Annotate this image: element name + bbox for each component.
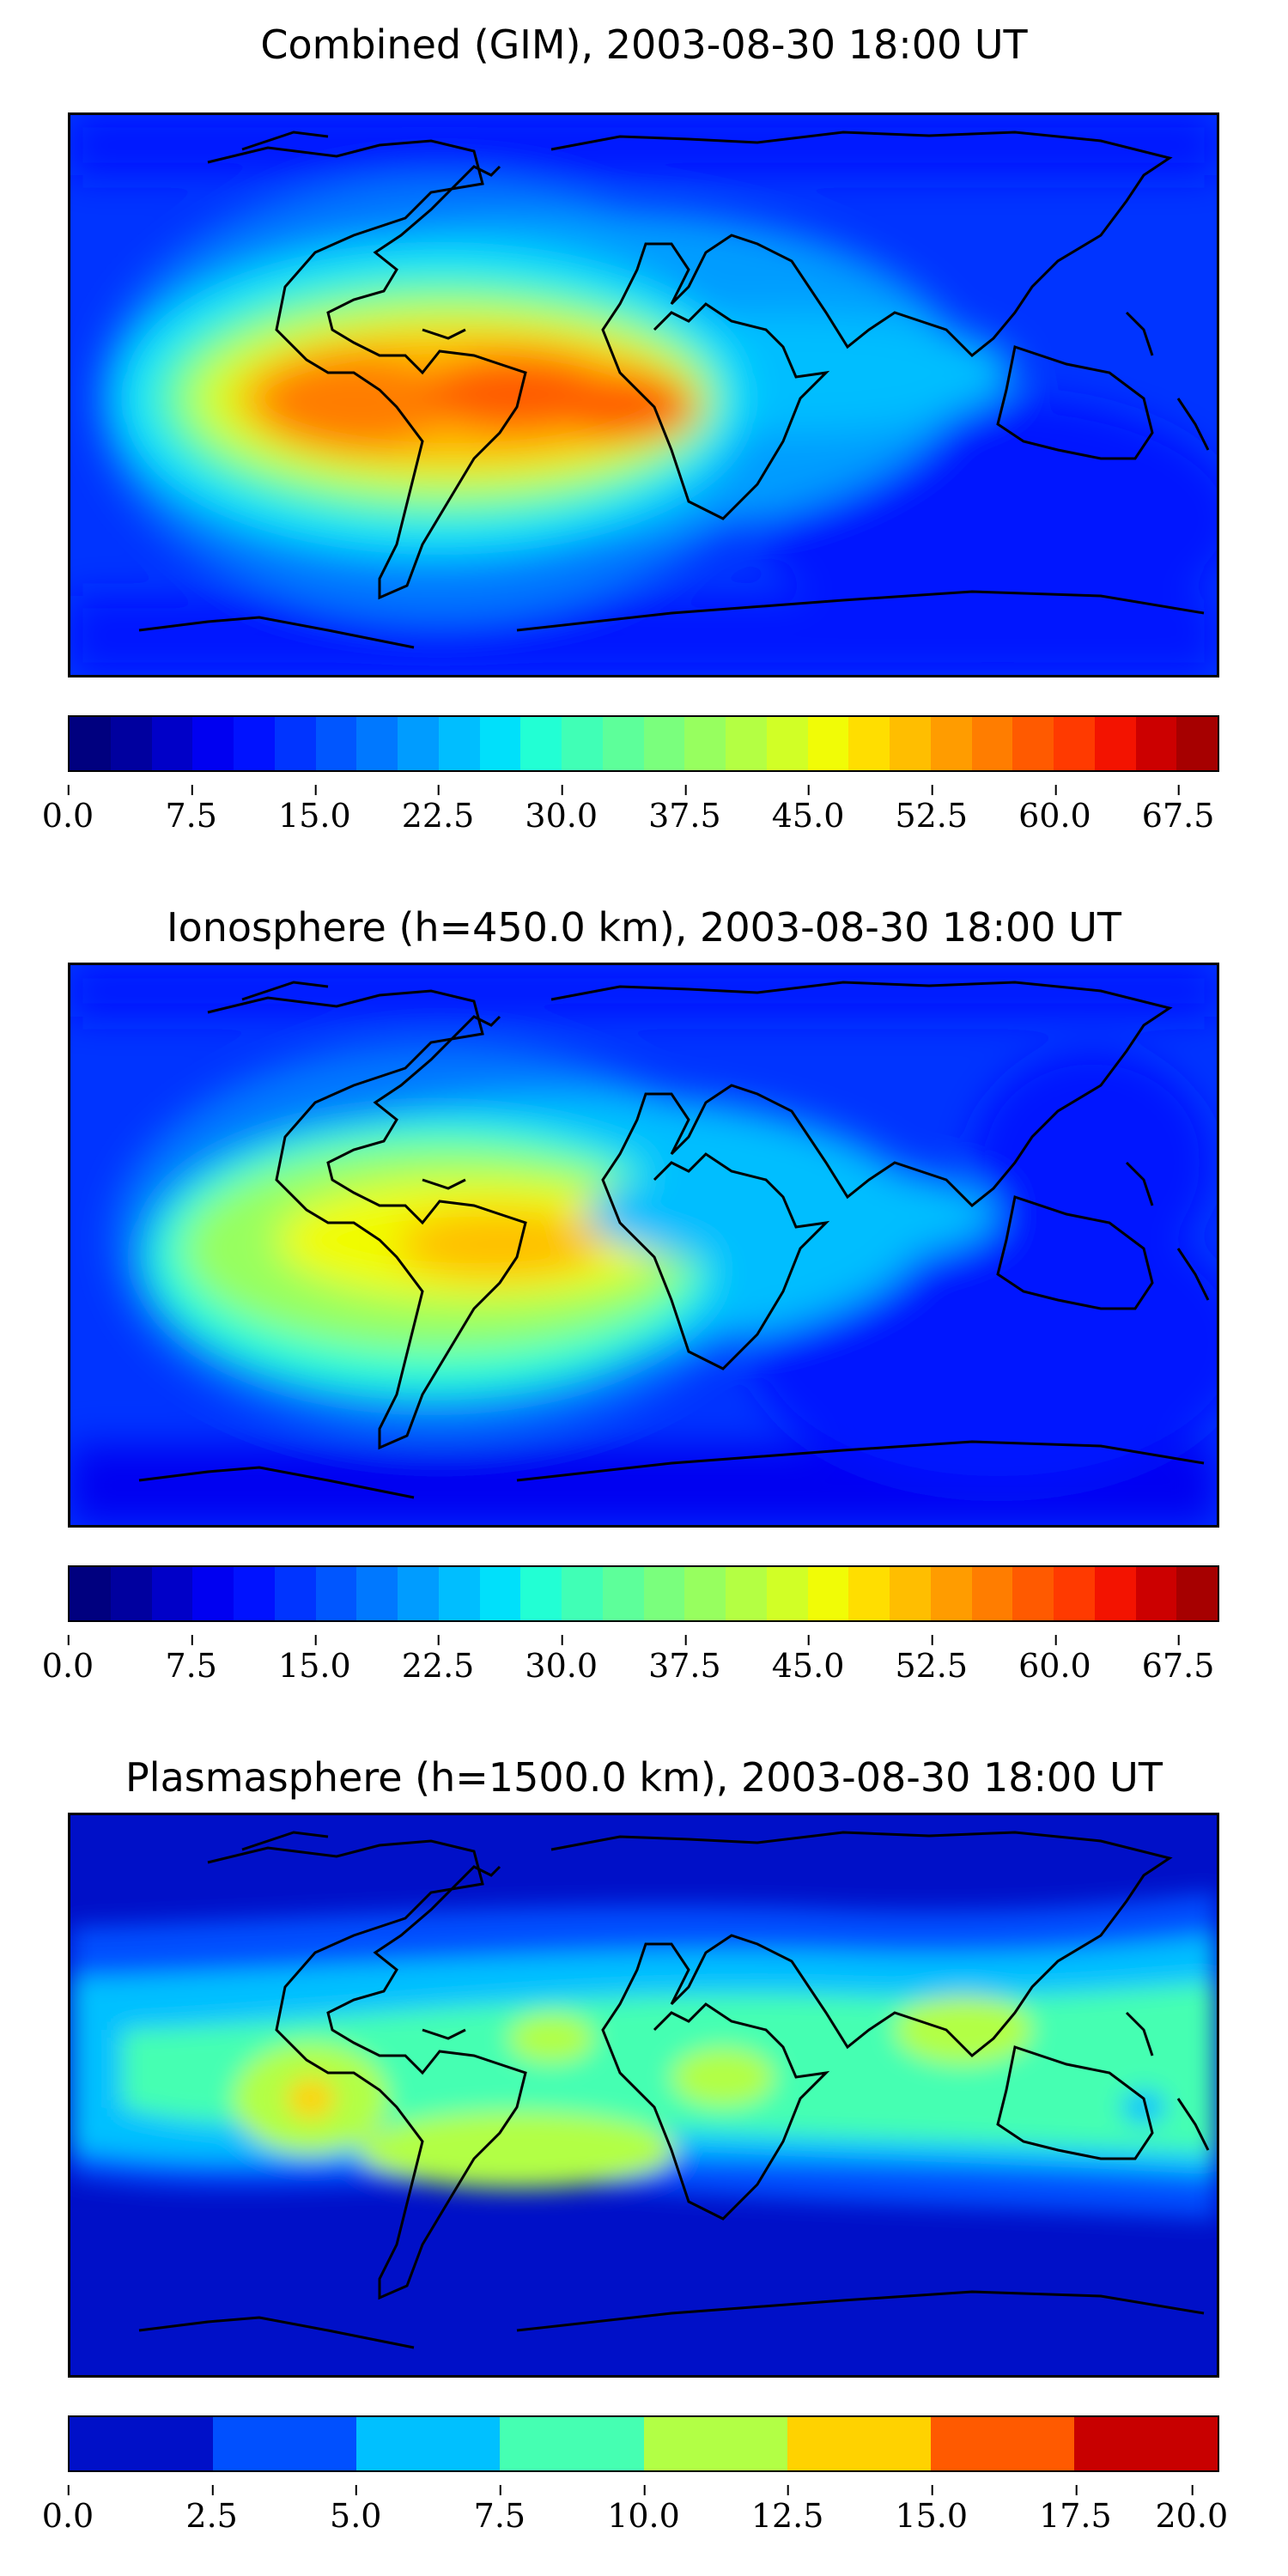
coastlines bbox=[138, 131, 1210, 649]
tick-label: 15.0 bbox=[895, 2485, 969, 2535]
tick-label: 15.0 bbox=[278, 785, 351, 835]
colorbar-ticks: 0.0 7.5 15.0 22.5 30.0 37.5 45.0 52.5 60… bbox=[42, 785, 1219, 840]
colorbar bbox=[68, 1565, 1219, 1622]
tick-label: 20.0 bbox=[1155, 2485, 1229, 2535]
tick-label: 10.0 bbox=[607, 2485, 680, 2535]
panel-title: Ionosphere (h=450.0 km), 2003-08-30 18:0… bbox=[167, 904, 1121, 951]
coastlines bbox=[138, 981, 1210, 1499]
colorbar-ticks: 0.0 2.5 5.0 7.5 10.0 12.5 15.0 17.5 20.0 bbox=[42, 2485, 1228, 2540]
tick-label: 7.5 bbox=[165, 1635, 217, 1685]
tick-label: 7.5 bbox=[165, 785, 217, 835]
tick-label: 22.5 bbox=[401, 1635, 475, 1685]
tick-label: 45.0 bbox=[771, 1635, 845, 1685]
tick-label: 7.5 bbox=[473, 2485, 526, 2535]
panel-title: Plasmasphere (h=1500.0 km), 2003-08-30 1… bbox=[125, 1754, 1163, 1801]
coastlines bbox=[138, 1831, 1210, 2349]
colorbar-ticks: 0.0 7.5 15.0 22.5 30.0 37.5 45.0 52.5 60… bbox=[42, 1635, 1219, 1690]
tick-label: 30.0 bbox=[525, 1635, 598, 1685]
tick-label: 15.0 bbox=[278, 1635, 351, 1685]
tick-label: 37.5 bbox=[648, 1635, 721, 1685]
colorbar bbox=[68, 2415, 1219, 2472]
tec-map-ionosphere bbox=[68, 963, 1219, 1528]
colorbar bbox=[68, 715, 1219, 772]
tick-label: 22.5 bbox=[401, 785, 475, 835]
tec-map-combined bbox=[68, 112, 1219, 677]
tick-label: 67.5 bbox=[1141, 785, 1215, 835]
tick-label: 0.0 bbox=[41, 1635, 94, 1685]
tick-label: 60.0 bbox=[1018, 1635, 1091, 1685]
tick-label: 52.5 bbox=[895, 785, 969, 835]
tec-field bbox=[70, 1893, 1217, 2219]
tec-field bbox=[70, 965, 1217, 1525]
tick-label: 60.0 bbox=[1018, 785, 1091, 835]
panel-title: Combined (GIM), 2003-08-30 18:00 UT bbox=[260, 21, 1028, 68]
tec-map-plasmasphere bbox=[68, 1813, 1219, 2378]
tick-label: 67.5 bbox=[1141, 1635, 1215, 1685]
tick-label: 12.5 bbox=[750, 2485, 824, 2535]
tick-label: 45.0 bbox=[771, 785, 845, 835]
tec-field bbox=[70, 115, 1217, 675]
tick-label: 30.0 bbox=[525, 785, 598, 835]
tick-label: 37.5 bbox=[648, 785, 721, 835]
tick-label: 0.0 bbox=[41, 2485, 94, 2535]
tick-label: 2.5 bbox=[185, 2485, 238, 2535]
tick-label: 17.5 bbox=[1039, 2485, 1112, 2535]
tick-label: 0.0 bbox=[41, 785, 94, 835]
tick-label: 52.5 bbox=[895, 1635, 969, 1685]
tick-label: 5.0 bbox=[330, 2485, 382, 2535]
